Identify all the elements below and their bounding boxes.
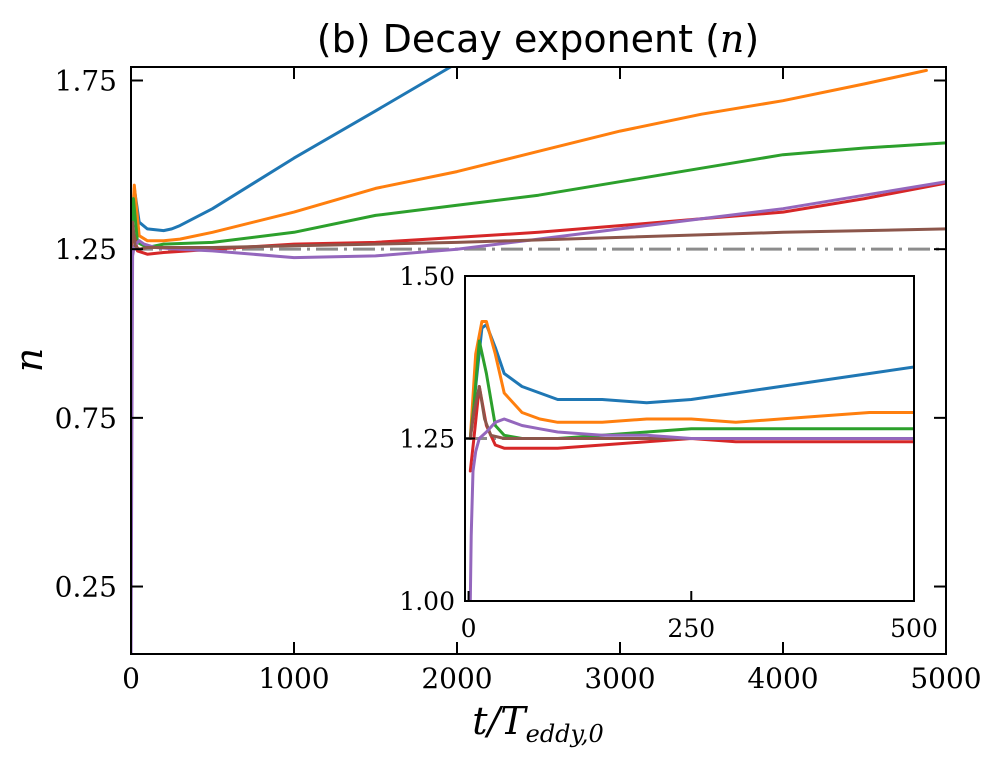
main-xtick-label: 3000 bbox=[584, 662, 655, 695]
main-ytick-label: 1.75 bbox=[55, 64, 117, 97]
main-frame bbox=[130, 66, 947, 655]
main-series-blue bbox=[131, 67, 452, 251]
main-ytick-label: 0.75 bbox=[55, 402, 117, 435]
inset-xtick-label: 500 bbox=[890, 614, 938, 643]
inset-ytick-label: 1.00 bbox=[399, 587, 455, 616]
y-axis-label: n bbox=[7, 348, 51, 372]
main-ytick-label: 1.25 bbox=[55, 233, 117, 266]
inset-series-purple bbox=[468, 417, 914, 601]
main-xtick-label: 5000 bbox=[910, 662, 981, 695]
main-series-brown bbox=[131, 220, 946, 251]
inset-plot-area: 0 250 500 1.00 1.25 1.50 bbox=[399, 262, 938, 643]
main-xtick-label: 1000 bbox=[258, 662, 329, 695]
inset-xtick-label: 0 bbox=[461, 614, 477, 643]
x-axis-label-subscript: eddy,0 bbox=[526, 720, 604, 748]
inset-series-group bbox=[468, 320, 914, 601]
main-series-purple bbox=[131, 180, 946, 654]
main-ytick-label: 0.25 bbox=[55, 571, 117, 604]
chart-title-symbol: n bbox=[720, 17, 744, 61]
main-xtick-label: 0 bbox=[122, 662, 140, 695]
main-xtick-label: 4000 bbox=[747, 662, 818, 695]
inset-ytick-label: 1.25 bbox=[399, 425, 455, 454]
main-xtick-label: 2000 bbox=[421, 662, 492, 695]
main-series-group bbox=[131, 67, 946, 654]
main-series-orange bbox=[131, 68, 928, 251]
main-series-red bbox=[131, 181, 946, 256]
chart-title-close: ) bbox=[744, 17, 759, 61]
inset-ytick-label: 1.50 bbox=[399, 262, 455, 291]
chart-title: (b) Decay exponent (n) bbox=[317, 17, 759, 61]
main-series-green bbox=[131, 141, 946, 251]
chart-title-text: (b) Decay exponent ( bbox=[317, 17, 720, 61]
x-axis-label-main: t/T bbox=[472, 699, 528, 743]
inset-xtick-label: 250 bbox=[667, 614, 715, 643]
inset-series-blue bbox=[468, 323, 914, 440]
inset-series-orange bbox=[468, 320, 914, 440]
x-axis-label: t/Teddy,0 bbox=[472, 699, 604, 748]
